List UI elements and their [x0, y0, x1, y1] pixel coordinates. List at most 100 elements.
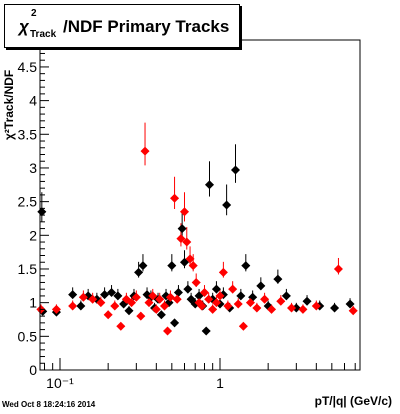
red-data-point	[218, 267, 228, 277]
black-data-point	[167, 261, 177, 271]
black-data-point	[205, 180, 215, 190]
y-tick-label: 3	[29, 160, 37, 176]
black-data-point	[201, 326, 211, 336]
black-data-point	[173, 288, 183, 298]
black-data-point	[156, 310, 166, 320]
chart-title-subscript: Track	[30, 29, 57, 40]
red-data-point	[215, 291, 225, 301]
red-data-point	[127, 298, 137, 308]
black-data-point	[345, 299, 355, 309]
red-data-point	[179, 207, 189, 217]
red-data-point	[170, 193, 180, 203]
red-data-point	[238, 321, 248, 331]
red-data-point	[199, 288, 209, 298]
red-data-point	[165, 292, 175, 302]
red-data-point	[197, 301, 207, 311]
red-data-point	[245, 298, 255, 308]
black-data-point	[138, 261, 148, 271]
y-tick-label: 1	[29, 295, 37, 311]
black-data-point	[100, 290, 110, 300]
x-axis: 10⁻¹ 1	[43, 358, 356, 391]
black-data-point	[124, 306, 134, 316]
red-data-point	[267, 304, 277, 314]
red-data-point	[140, 146, 150, 156]
black-data-point	[281, 291, 291, 301]
plot-frame	[39, 39, 361, 371]
x-tick-label: 1	[216, 375, 224, 391]
y-tick-label: 0.5	[18, 328, 38, 344]
black-data-point	[222, 200, 232, 210]
x-axis-label: pT/|q| (GeV/c)	[314, 394, 392, 408]
black-data-point	[330, 303, 340, 313]
black-data-point	[134, 267, 144, 277]
red-data-point	[185, 254, 195, 264]
red-data-point	[208, 304, 218, 314]
black-data-point	[241, 261, 251, 271]
red-data-point	[228, 284, 238, 294]
black-data-point	[236, 291, 246, 301]
red-data-point	[96, 298, 106, 308]
black-data-point	[230, 165, 240, 175]
y-tick-label: 4.5	[18, 59, 38, 75]
red-data-point	[223, 301, 233, 311]
red-data-point	[191, 277, 201, 287]
red-data-point	[155, 294, 165, 304]
black-data-point	[68, 290, 78, 300]
red-data-point	[182, 237, 192, 247]
red-data-point	[233, 299, 243, 309]
red-data-point	[348, 306, 358, 316]
red-data-point	[276, 296, 286, 306]
red-data-point	[287, 303, 297, 313]
red-data-point	[110, 301, 120, 311]
red-data-point	[151, 304, 161, 314]
red-data-point	[188, 261, 198, 271]
black-data-point	[256, 281, 266, 291]
red-data-point	[148, 291, 158, 301]
y-tick-label: 1.5	[18, 261, 38, 277]
red-data-point	[78, 292, 88, 302]
red-data-point	[131, 292, 141, 302]
data-points	[36, 146, 358, 336]
red-data-point	[252, 303, 262, 313]
red-data-point	[163, 326, 173, 336]
y-tick-label: 0	[29, 362, 37, 378]
black-data-point	[211, 284, 221, 294]
red-data-point	[103, 310, 113, 320]
chart-title-box: χ 2 Track /NDF Primary Tracks	[4, 4, 240, 48]
red-data-point	[51, 304, 61, 314]
red-data-point	[211, 298, 221, 308]
y-axis-label: χ²Track/NDF	[2, 69, 16, 140]
red-data-point	[176, 234, 186, 244]
black-data-point	[183, 284, 193, 294]
timestamp: Wed Oct 8 18:24:16 2014	[2, 400, 96, 409]
red-data-point	[116, 321, 126, 331]
red-data-point	[172, 294, 182, 304]
y-tick-label: 2	[29, 227, 37, 243]
red-data-point	[88, 294, 98, 304]
black-data-point	[113, 291, 123, 301]
red-data-point	[333, 264, 343, 274]
black-data-point	[107, 288, 117, 298]
red-data-point	[260, 294, 270, 304]
chart-title-superscript: 2	[31, 8, 37, 19]
black-data-point	[291, 303, 301, 313]
red-data-point	[298, 304, 308, 314]
red-data-point	[204, 294, 214, 304]
black-data-point	[273, 274, 283, 284]
red-data-point	[311, 301, 321, 311]
red-data-point	[121, 294, 131, 304]
black-data-point	[170, 318, 180, 328]
red-data-point	[136, 311, 146, 321]
chart-title-symbol: χ	[19, 17, 29, 36]
red-data-point	[144, 298, 154, 308]
black-data-point	[177, 224, 187, 234]
chart-title: /NDF Primary Tracks	[63, 17, 230, 36]
red-data-point	[160, 301, 170, 311]
black-data-point	[302, 296, 312, 306]
black-data-point	[76, 301, 86, 311]
y-tick-label: 2.5	[18, 194, 38, 210]
y-tick-label: 3.5	[18, 126, 38, 142]
y-tick-label: 4	[29, 93, 37, 109]
x-tick-label: 10⁻¹	[46, 375, 74, 391]
